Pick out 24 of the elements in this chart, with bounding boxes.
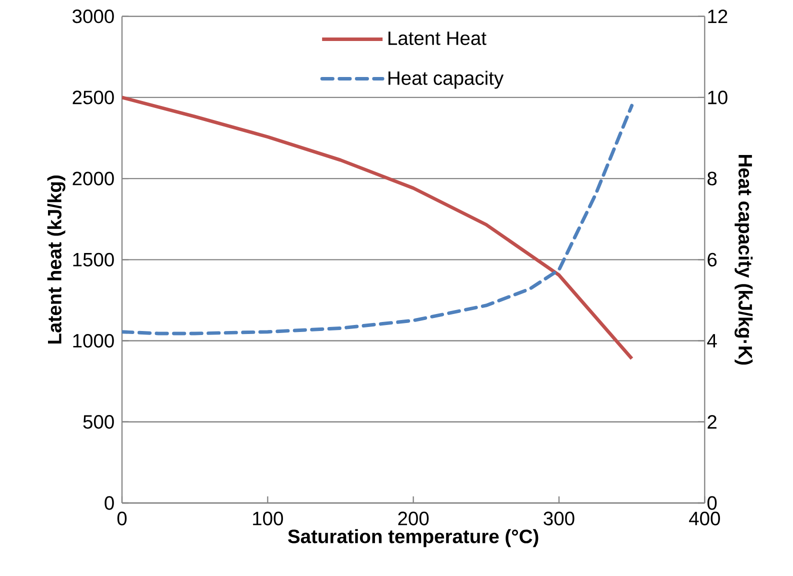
y-axis-title: Latent heat (kJ/kg) bbox=[47, 176, 66, 344]
y2-tick-label: 0 bbox=[707, 496, 717, 510]
y-tick-label: 500 bbox=[83, 415, 114, 429]
x-tick-label: 200 bbox=[398, 512, 429, 526]
x-axis-title: Saturation temperature (°C) bbox=[288, 529, 538, 548]
y-tick-label: 2000 bbox=[72, 172, 114, 186]
legend-label: Latent Heat bbox=[388, 32, 486, 46]
y2-tick-label: 6 bbox=[708, 252, 717, 266]
y-tick-label: 1500 bbox=[73, 252, 114, 266]
x-tick-label: 300 bbox=[544, 512, 574, 526]
y-tick-label: 2500 bbox=[72, 90, 114, 104]
x-tick-label: 100 bbox=[253, 512, 283, 526]
y-tick-label: 3000 bbox=[72, 10, 114, 24]
y2-axis-title: Heat capacity (kJ/kg·K) bbox=[734, 154, 753, 365]
y-tick-label: 0 bbox=[104, 496, 114, 510]
y2-tick-label: 10 bbox=[708, 90, 728, 104]
y2-tick-label: 8 bbox=[708, 172, 717, 186]
legend-label: Heat capacity bbox=[388, 70, 504, 89]
x-tick-label: 0 bbox=[117, 512, 127, 526]
y2-tick-label: 4 bbox=[707, 334, 717, 348]
x-tick-label: 400 bbox=[689, 512, 720, 526]
y-tick-label: 1000 bbox=[73, 334, 114, 348]
y2-tick-label: 2 bbox=[708, 415, 716, 429]
y2-tick-label: 12 bbox=[708, 10, 728, 24]
